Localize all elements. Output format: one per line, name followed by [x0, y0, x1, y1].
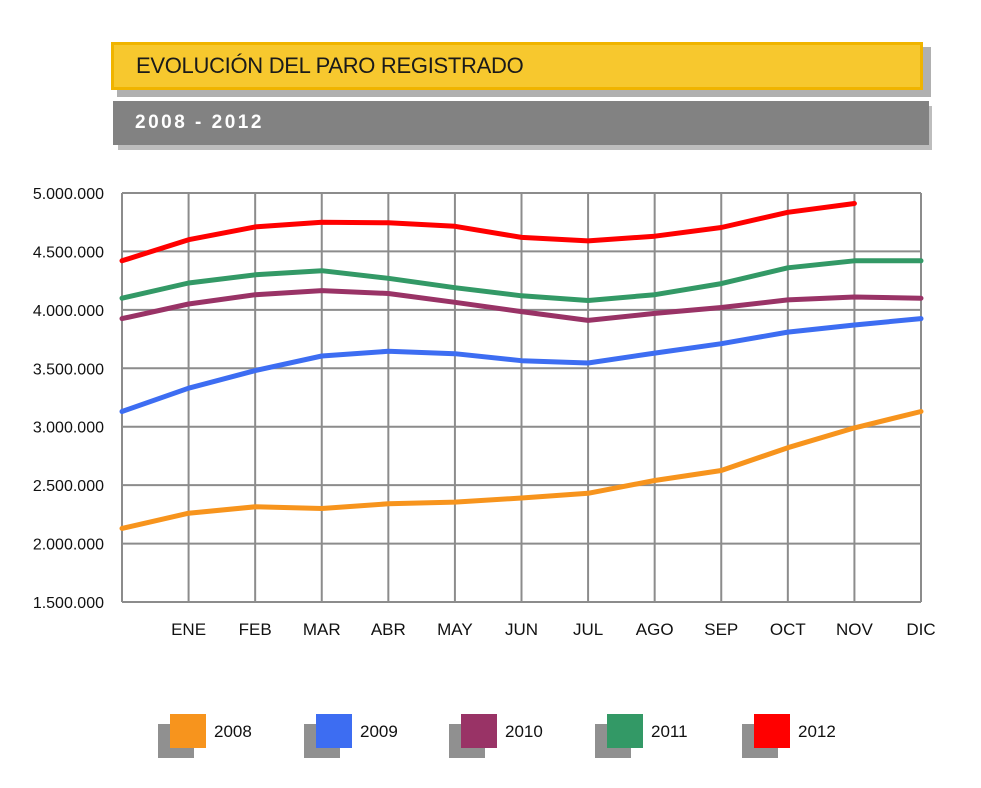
legend-label: 2010: [505, 722, 543, 742]
y-tick-label: 4.500.000: [33, 244, 104, 261]
y-tick-label: 5.000.000: [33, 186, 104, 203]
legend-swatch: [607, 714, 643, 748]
x-tick-label: FEB: [239, 620, 272, 639]
legend-label: 2008: [214, 722, 252, 742]
x-tick-label: ENE: [171, 620, 206, 639]
x-tick-label: JUL: [573, 620, 603, 639]
x-tick-label: OCT: [770, 620, 806, 639]
y-tick-label: 1.500.000: [33, 595, 104, 612]
chart-legend: 2008 2009 2010 2011 2012: [0, 714, 981, 764]
y-tick-label: 3.000.000: [33, 420, 104, 437]
y-tick-label: 2.500.000: [33, 478, 104, 495]
legend-label: 2009: [360, 722, 398, 742]
legend-label: 2011: [651, 722, 688, 742]
y-tick-label: 3.500.000: [33, 361, 104, 378]
line-chart: 5.000.000 4.500.000 4.000.000 3.500.000 3.00…: [0, 0, 981, 700]
x-tick-label: JUN: [505, 620, 538, 639]
legend-swatch: [316, 714, 352, 748]
y-tick-label: 2.000.000: [33, 537, 104, 554]
x-tick-label: AGO: [636, 620, 674, 639]
x-tick-label: NOV: [836, 620, 874, 639]
x-tick-label: MAR: [303, 620, 341, 639]
x-tick-label: MAY: [437, 620, 473, 639]
legend-swatch: [170, 714, 206, 748]
legend-label: 2012: [798, 722, 836, 742]
legend-swatch: [461, 714, 497, 748]
x-tick-label: ABR: [371, 620, 406, 639]
x-tick-label: SEP: [704, 620, 738, 639]
x-tick-label: DIC: [906, 620, 935, 639]
y-tick-label: 4.000.000: [33, 303, 104, 320]
legend-swatch: [754, 714, 790, 748]
